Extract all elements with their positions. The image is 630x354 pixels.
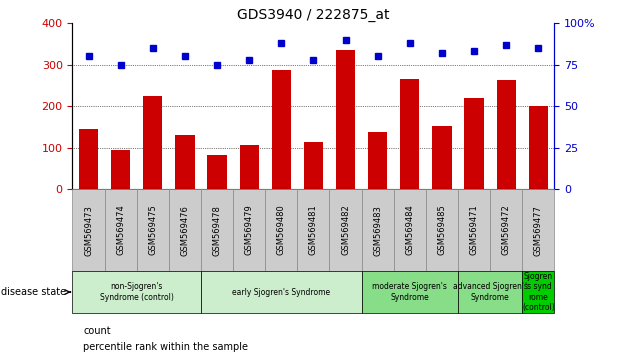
Bar bbox=[522, 189, 554, 271]
Bar bbox=[79, 129, 98, 189]
Bar bbox=[458, 271, 522, 313]
Bar bbox=[207, 155, 227, 189]
Bar bbox=[169, 189, 201, 271]
Text: moderate Sjogren's
Syndrome: moderate Sjogren's Syndrome bbox=[372, 282, 447, 302]
Text: disease state: disease state bbox=[1, 287, 66, 297]
Text: GSM569473: GSM569473 bbox=[84, 205, 93, 256]
Title: GDS3940 / 222875_at: GDS3940 / 222875_at bbox=[237, 8, 390, 22]
Bar bbox=[426, 189, 458, 271]
Bar bbox=[72, 271, 201, 313]
Text: GSM569481: GSM569481 bbox=[309, 205, 318, 256]
Text: advanced Sjogren's
Syndrome: advanced Sjogren's Syndrome bbox=[452, 282, 528, 302]
Text: GSM569476: GSM569476 bbox=[180, 205, 190, 256]
Text: GSM569472: GSM569472 bbox=[501, 205, 511, 256]
Text: GSM569482: GSM569482 bbox=[341, 205, 350, 256]
Bar bbox=[143, 96, 163, 189]
Text: GSM569475: GSM569475 bbox=[148, 205, 158, 256]
Bar bbox=[490, 189, 522, 271]
Text: GSM569480: GSM569480 bbox=[277, 205, 286, 256]
Text: GSM569478: GSM569478 bbox=[212, 205, 222, 256]
Text: GSM569483: GSM569483 bbox=[373, 205, 382, 256]
Bar bbox=[272, 70, 291, 189]
Text: non-Sjogren's
Syndrome (control): non-Sjogren's Syndrome (control) bbox=[100, 282, 174, 302]
Bar bbox=[297, 189, 329, 271]
Bar bbox=[362, 189, 394, 271]
Bar bbox=[304, 142, 323, 189]
Bar bbox=[496, 80, 516, 189]
Bar bbox=[394, 189, 426, 271]
Text: count: count bbox=[83, 326, 111, 336]
Bar bbox=[239, 145, 259, 189]
Bar bbox=[432, 126, 452, 189]
Text: GSM569474: GSM569474 bbox=[116, 205, 125, 256]
Bar bbox=[522, 271, 554, 313]
Bar bbox=[336, 50, 355, 189]
Bar bbox=[265, 189, 297, 271]
Bar bbox=[201, 189, 233, 271]
Text: GSM569479: GSM569479 bbox=[244, 205, 254, 256]
Bar bbox=[529, 106, 548, 189]
Bar bbox=[175, 135, 195, 189]
Text: Sjogren
's synd
rome
(control): Sjogren 's synd rome (control) bbox=[522, 272, 554, 312]
Text: GSM569477: GSM569477 bbox=[534, 205, 543, 256]
Bar bbox=[329, 189, 362, 271]
Text: GSM569485: GSM569485 bbox=[437, 205, 447, 256]
Bar bbox=[72, 189, 105, 271]
Bar bbox=[111, 150, 130, 189]
Bar bbox=[464, 98, 484, 189]
Text: GSM569471: GSM569471 bbox=[469, 205, 479, 256]
Text: early Sjogren's Syndrome: early Sjogren's Syndrome bbox=[232, 287, 330, 297]
Bar bbox=[233, 189, 265, 271]
Text: percentile rank within the sample: percentile rank within the sample bbox=[83, 342, 248, 352]
Bar bbox=[201, 271, 362, 313]
Text: GSM569484: GSM569484 bbox=[405, 205, 415, 256]
Bar bbox=[137, 189, 169, 271]
Bar bbox=[400, 79, 420, 189]
Bar bbox=[458, 189, 490, 271]
Bar bbox=[105, 189, 137, 271]
Bar bbox=[368, 132, 387, 189]
Bar bbox=[362, 271, 458, 313]
